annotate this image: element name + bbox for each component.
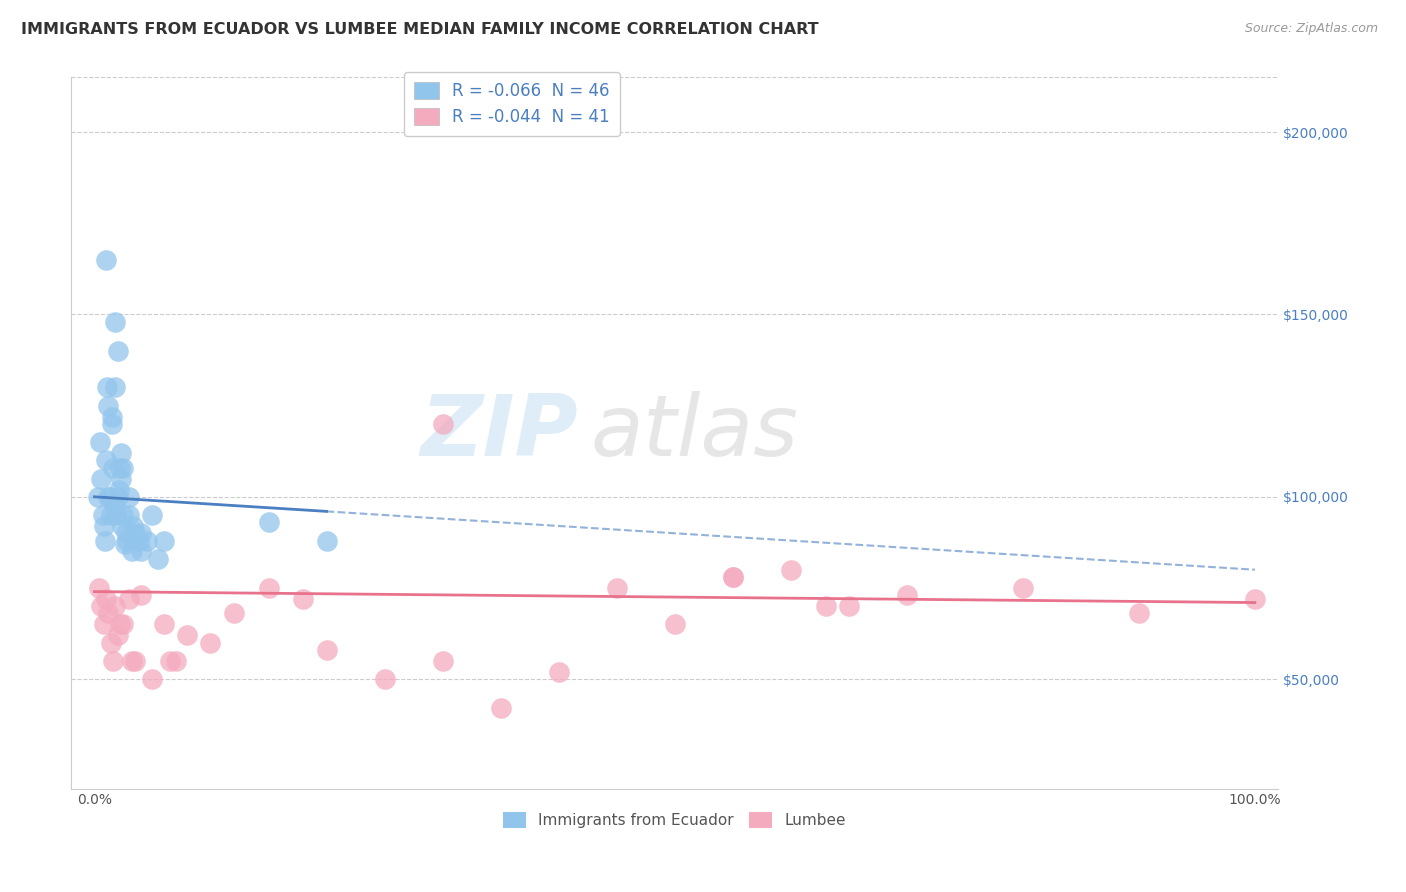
Point — [153, 617, 176, 632]
Point — [87, 581, 110, 595]
Point — [489, 701, 512, 715]
Point — [112, 617, 135, 632]
Point — [96, 380, 118, 394]
Point — [101, 409, 124, 424]
Point — [141, 508, 163, 522]
Point — [94, 533, 117, 548]
Point — [315, 533, 337, 548]
Point — [153, 533, 176, 548]
Point — [94, 591, 117, 606]
Point — [93, 617, 115, 632]
Point — [111, 519, 134, 533]
Point — [104, 380, 127, 394]
Point — [94, 252, 117, 267]
Text: Source: ZipAtlas.com: Source: ZipAtlas.com — [1244, 22, 1378, 36]
Point — [118, 591, 141, 606]
Text: IMMIGRANTS FROM ECUADOR VS LUMBEE MEDIAN FAMILY INCOME CORRELATION CHART: IMMIGRANTS FROM ECUADOR VS LUMBEE MEDIAN… — [21, 22, 818, 37]
Point — [97, 490, 120, 504]
Point — [115, 533, 138, 548]
Point — [200, 635, 222, 649]
Point — [292, 591, 315, 606]
Point — [89, 435, 111, 450]
Point — [93, 519, 115, 533]
Point — [87, 490, 110, 504]
Point — [165, 654, 187, 668]
Point — [104, 599, 127, 614]
Point — [129, 544, 152, 558]
Point — [374, 672, 396, 686]
Point — [90, 472, 112, 486]
Point — [107, 343, 129, 358]
Point — [118, 490, 141, 504]
Point — [838, 599, 860, 614]
Point — [257, 581, 280, 595]
Point — [1011, 581, 1033, 595]
Point — [110, 472, 132, 486]
Point — [105, 508, 128, 522]
Point — [90, 599, 112, 614]
Point — [103, 497, 125, 511]
Point — [101, 460, 124, 475]
Point — [108, 617, 131, 632]
Text: atlas: atlas — [591, 392, 799, 475]
Point — [91, 508, 114, 522]
Point — [315, 643, 337, 657]
Point — [101, 654, 124, 668]
Point — [779, 563, 801, 577]
Point — [104, 315, 127, 329]
Point — [108, 483, 131, 497]
Point — [114, 526, 136, 541]
Point — [94, 453, 117, 467]
Point — [141, 672, 163, 686]
Point — [124, 526, 146, 541]
Point — [101, 417, 124, 431]
Point — [98, 490, 121, 504]
Point — [222, 607, 245, 621]
Point — [112, 460, 135, 475]
Point — [121, 654, 143, 668]
Point — [110, 446, 132, 460]
Point — [100, 635, 122, 649]
Text: ZIP: ZIP — [420, 392, 578, 475]
Point — [257, 516, 280, 530]
Point — [1128, 607, 1150, 621]
Point — [128, 533, 150, 548]
Point — [135, 533, 157, 548]
Point — [896, 588, 918, 602]
Point — [606, 581, 628, 595]
Point — [121, 519, 143, 533]
Point — [107, 628, 129, 642]
Point — [97, 399, 120, 413]
Point — [159, 654, 181, 668]
Point — [1244, 591, 1267, 606]
Point — [176, 628, 198, 642]
Point — [432, 654, 454, 668]
Point — [148, 551, 170, 566]
Point — [432, 417, 454, 431]
Point — [121, 544, 143, 558]
Point — [114, 537, 136, 551]
Point — [814, 599, 837, 614]
Point — [664, 617, 686, 632]
Point — [129, 526, 152, 541]
Point — [129, 588, 152, 602]
Point — [112, 508, 135, 522]
Point — [721, 570, 744, 584]
Point — [107, 490, 129, 504]
Legend: Immigrants from Ecuador, Lumbee: Immigrants from Ecuador, Lumbee — [498, 806, 852, 834]
Point — [118, 508, 141, 522]
Point — [547, 665, 569, 679]
Point — [108, 460, 131, 475]
Point — [97, 607, 120, 621]
Point — [721, 570, 744, 584]
Point — [100, 508, 122, 522]
Point — [124, 654, 146, 668]
